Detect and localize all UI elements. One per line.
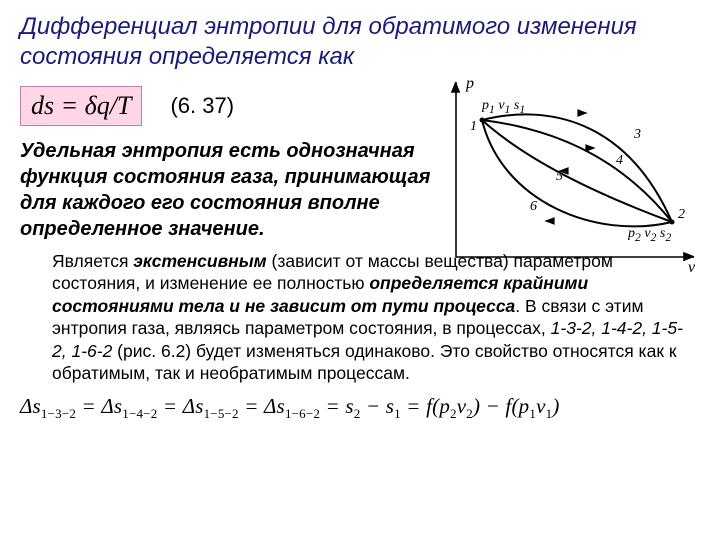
body-t4: (рис. 6.2) будет изменяться одинаково. Э… xyxy=(52,341,677,383)
equation-number: (6. 37) xyxy=(170,93,234,119)
body-em1: экстенсивным xyxy=(133,251,266,271)
italic-statement: Удельная энтропия есть однозначная функц… xyxy=(20,138,450,242)
svg-text:v: v xyxy=(688,259,696,272)
pv-diagram: p v 1 2 p1 v1 s1 p2 v2 s2 xyxy=(436,72,706,272)
slide-title: Дифференциал энтропии для обратимого изм… xyxy=(20,12,700,72)
svg-text:1: 1 xyxy=(470,119,477,134)
svg-text:p: p xyxy=(465,75,474,92)
bottom-formula: Δs1−3−2 = Δs1−4−2 = Δs1−5−2 = Δs1−6−2 = … xyxy=(20,394,700,422)
svg-text:6: 6 xyxy=(530,199,537,214)
svg-text:2: 2 xyxy=(678,207,685,222)
svg-text:4: 4 xyxy=(616,153,623,168)
svg-text:5: 5 xyxy=(556,169,563,184)
svg-text:3: 3 xyxy=(633,127,641,142)
middle-section: Удельная энтропия есть однозначная функц… xyxy=(20,138,700,242)
body-t1: Является xyxy=(52,251,133,271)
main-formula-box: ds = δq/T xyxy=(20,86,142,126)
